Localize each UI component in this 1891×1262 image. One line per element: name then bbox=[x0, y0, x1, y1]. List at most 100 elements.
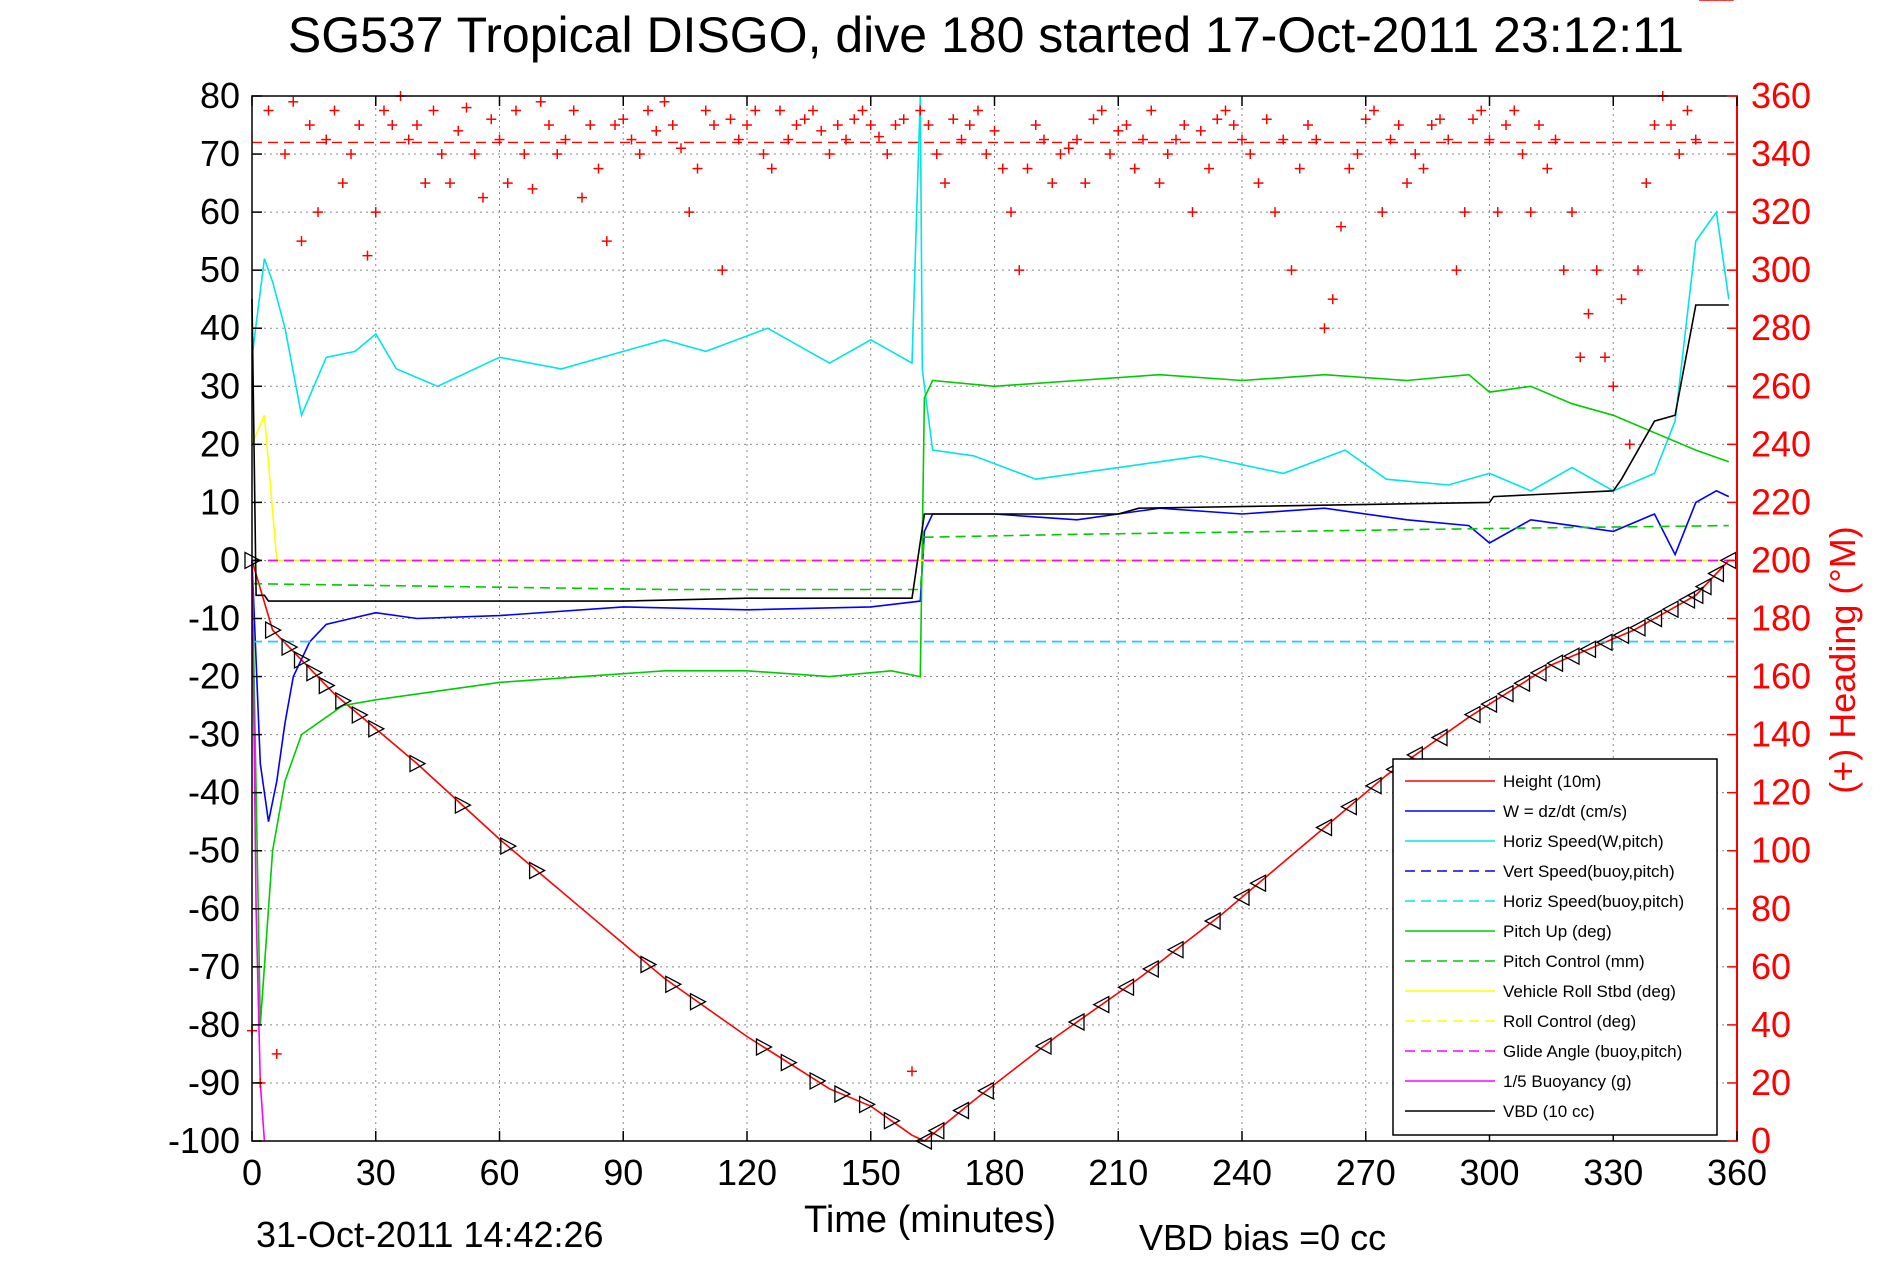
heading-point bbox=[684, 207, 695, 218]
footer-vbd-bias: VBD bias =0 cc bbox=[1139, 1217, 1386, 1258]
y-tick-label: -100 bbox=[168, 1120, 240, 1161]
heading-point bbox=[1319, 323, 1330, 334]
heading-point bbox=[1055, 149, 1066, 160]
heading-point bbox=[1336, 221, 1346, 232]
x-tick-label: 240 bbox=[1212, 1152, 1272, 1193]
heading-point bbox=[865, 120, 876, 131]
heading-point bbox=[1369, 105, 1379, 116]
height-marker bbox=[454, 796, 472, 815]
y-right-tick-label: 260 bbox=[1751, 365, 1811, 406]
y-right-tick-label: 0 bbox=[1751, 1120, 1771, 1161]
heading-point bbox=[634, 149, 645, 160]
heading-point bbox=[1179, 120, 1190, 131]
heading-point bbox=[1278, 134, 1289, 145]
heading-point bbox=[1624, 439, 1635, 450]
x-axis-label: Time (minutes) bbox=[804, 1199, 1056, 1241]
height-marker bbox=[1166, 940, 1184, 959]
y-right-tick-label: 220 bbox=[1751, 481, 1811, 522]
legend-label: Vehicle Roll Stbd (deg) bbox=[1503, 982, 1676, 1001]
heading-point bbox=[1088, 114, 1099, 125]
heading-point bbox=[915, 105, 926, 116]
height-marker bbox=[1513, 674, 1531, 693]
heading-point bbox=[989, 125, 1000, 136]
height-marker bbox=[1117, 978, 1135, 997]
y-tick-label: -90 bbox=[188, 1062, 240, 1103]
heading-point bbox=[502, 178, 513, 189]
legend-label: Pitch Control (mm) bbox=[1503, 952, 1645, 971]
height-marker bbox=[1686, 586, 1704, 605]
heading-point bbox=[742, 120, 752, 131]
heading-point bbox=[1402, 178, 1412, 189]
legend-label: 1/5 Buoyancy (g) bbox=[1503, 1072, 1632, 1091]
legend-label: Vert Speed(buoy,pitch) bbox=[1503, 862, 1675, 881]
heading-point bbox=[1567, 207, 1577, 218]
heading-point bbox=[1591, 265, 1602, 276]
heading-point bbox=[1682, 105, 1693, 116]
y-tick-label: 30 bbox=[200, 365, 240, 406]
y-tick-label: 70 bbox=[200, 133, 240, 174]
heading-point bbox=[329, 105, 340, 116]
heading-point bbox=[337, 178, 348, 189]
heading-point bbox=[1451, 265, 1462, 276]
legend-label: Horiz Speed(buoy,pitch) bbox=[1503, 892, 1684, 911]
heading-point bbox=[973, 105, 983, 116]
heading-point bbox=[692, 163, 703, 174]
heading-point bbox=[1616, 294, 1627, 305]
height-marker bbox=[293, 650, 311, 669]
heading-point bbox=[1641, 178, 1652, 189]
y-right-tick-label: 40 bbox=[1751, 1004, 1791, 1045]
heading-point bbox=[280, 149, 290, 160]
heading-point bbox=[626, 134, 637, 145]
heading-point bbox=[841, 134, 851, 145]
height-marker bbox=[264, 621, 282, 640]
heading-point bbox=[1154, 178, 1165, 189]
legend-box bbox=[1392, 758, 1718, 1136]
height-marker bbox=[368, 719, 386, 738]
heading-point bbox=[519, 149, 530, 160]
heading-point bbox=[1237, 134, 1247, 145]
heading-point bbox=[535, 96, 546, 107]
heading-point bbox=[436, 149, 447, 160]
height-marker bbox=[528, 861, 546, 880]
heading-point bbox=[676, 143, 686, 154]
heading-point bbox=[1138, 134, 1148, 145]
height-marker bbox=[1496, 684, 1514, 703]
heading-point bbox=[907, 1066, 917, 1077]
heading-point bbox=[923, 120, 934, 131]
heading-point bbox=[568, 105, 579, 116]
heading-point bbox=[304, 120, 315, 131]
y-tick-label: -40 bbox=[188, 772, 240, 813]
x-tick-label: 210 bbox=[1088, 1152, 1148, 1193]
heading-point bbox=[651, 125, 662, 136]
heading-point bbox=[1286, 265, 1297, 276]
heading-point bbox=[1129, 163, 1140, 174]
heading-point bbox=[890, 120, 901, 131]
heading-point bbox=[1534, 120, 1544, 131]
height-marker bbox=[1546, 654, 1564, 673]
heading-point bbox=[1633, 265, 1643, 276]
heading-point bbox=[1121, 120, 1132, 131]
height-marker bbox=[1661, 600, 1679, 619]
heading-point bbox=[478, 192, 488, 203]
heading-point bbox=[717, 265, 728, 276]
series-line-6 bbox=[251, 524, 1729, 591]
heading-point bbox=[428, 105, 439, 116]
height-marker bbox=[500, 837, 518, 856]
heading-point bbox=[758, 149, 769, 160]
legend-label: Height (10m) bbox=[1503, 772, 1601, 791]
heading-point bbox=[271, 1048, 282, 1059]
height-marker bbox=[318, 676, 336, 695]
heading-point bbox=[1377, 207, 1388, 218]
heading-point bbox=[288, 96, 299, 107]
y-right-tick-label: 280 bbox=[1751, 307, 1811, 348]
heading-point bbox=[1492, 207, 1503, 218]
height-marker bbox=[1092, 995, 1110, 1014]
heading-point bbox=[997, 163, 1008, 174]
heading-point bbox=[1006, 207, 1016, 218]
height-marker bbox=[927, 1121, 945, 1140]
height-marker bbox=[306, 663, 324, 682]
heading-point bbox=[783, 134, 794, 145]
axes: 0 30 60 90 120 150 180 210 240 270 300 330 360-100-9… bbox=[168, 75, 1811, 1193]
height-marker bbox=[858, 1095, 876, 1114]
heading-point bbox=[321, 134, 332, 145]
